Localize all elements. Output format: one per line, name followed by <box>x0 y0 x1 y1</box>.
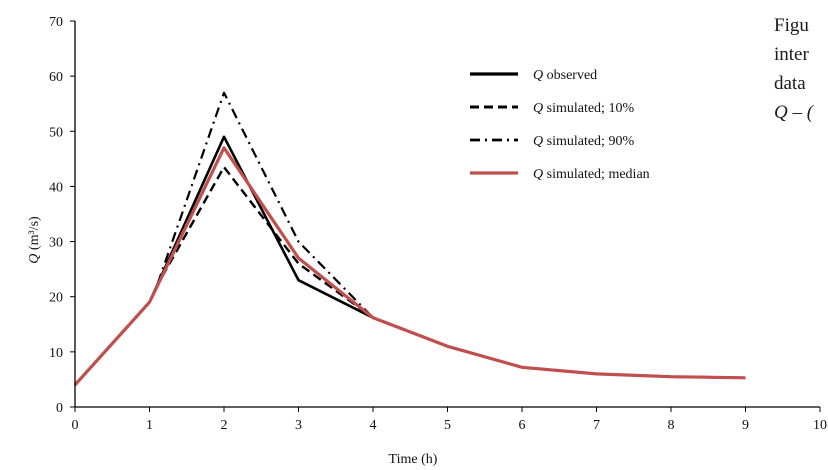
series-line-1 <box>74 165 746 386</box>
y-tick-label: 30 <box>49 236 63 251</box>
caption-fragment-1: Figu <box>774 15 809 36</box>
series-line-3 <box>73 146 746 386</box>
tick-labels: 0 1 2 3 4 5 6 7 8 9 10 0 10 20 30 40 50 60 70 <box>49 15 827 433</box>
x-tick-label: 7 <box>593 418 600 433</box>
x-tick-label: 3 <box>295 418 302 433</box>
x-tick-label: 4 <box>370 418 377 433</box>
y-tick-label: 20 <box>49 291 63 306</box>
y-tick-label: 10 <box>49 346 63 361</box>
x-tick-label: 8 <box>668 418 675 433</box>
caption-fragment-4: Q – ( <box>774 102 814 123</box>
x-tick-label: 10 <box>813 418 827 433</box>
axes <box>70 20 821 412</box>
legend: Q observed Q simulated; 10% Q simulated; 9… <box>470 68 650 182</box>
x-tick-label: 5 <box>444 418 451 433</box>
series-line-2 <box>74 91 746 386</box>
y-axis-title-symbol: Q <box>27 254 42 264</box>
y-tick-label: 50 <box>49 125 63 140</box>
y-tick-label: 40 <box>49 180 63 195</box>
y-axis-title: Q (m³/s) <box>27 216 42 264</box>
y-tick-label: 0 <box>56 401 63 416</box>
legend-label-3: Q simulated; median <box>533 167 650 182</box>
plot-area <box>73 91 746 386</box>
x-tick-label: 1 <box>146 418 153 433</box>
caption-fragment-2: inter <box>774 44 809 65</box>
x-tick-label: 6 <box>519 418 526 433</box>
x-tick-label: 2 <box>221 418 228 433</box>
legend-label-1: Q simulated; 10% <box>533 101 634 116</box>
x-axis-title: Time (h) <box>389 452 438 467</box>
legend-label-0: Q observed <box>533 68 597 83</box>
y-tick-label: 60 <box>49 70 63 85</box>
caption-fragment-3: data <box>774 73 806 94</box>
x-tick-label: 0 <box>72 418 79 433</box>
x-tick-label: 9 <box>742 418 749 433</box>
y-axis-title-unit: (m³/s) <box>27 216 42 254</box>
legend-label-2: Q simulated; 90% <box>533 134 634 149</box>
y-tick-label: 70 <box>49 15 63 30</box>
